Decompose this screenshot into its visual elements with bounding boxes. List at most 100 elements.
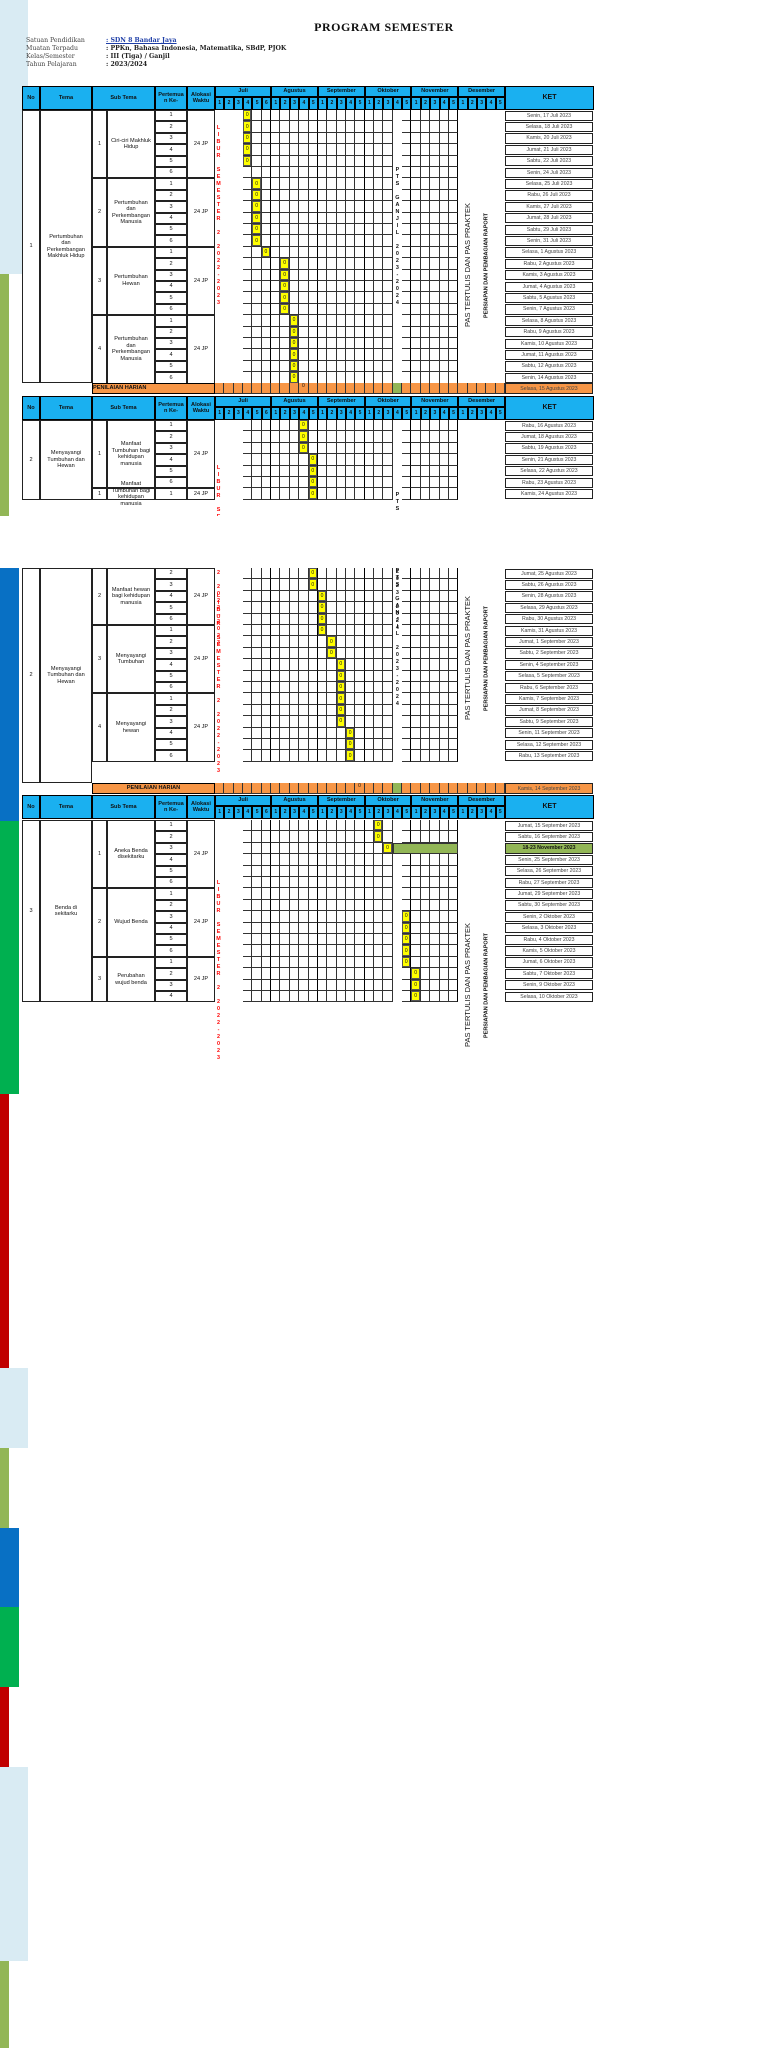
school-link[interactable]: : SDN 8 Bandar Jaya [106, 37, 177, 44]
week-cell [299, 968, 309, 980]
week-cell [271, 716, 281, 728]
week-cell [299, 704, 309, 717]
week-cell [448, 465, 459, 477]
week-cell [289, 727, 300, 739]
week-cell [261, 820, 272, 832]
week-cell [420, 991, 431, 1003]
week-cell [243, 888, 253, 900]
penilaian-week-cell [280, 783, 290, 795]
ket-date: Jumat, 15 September 2023 [505, 820, 593, 831]
week-cell [252, 979, 262, 991]
week-cell [271, 842, 281, 855]
week-cell [243, 303, 253, 316]
week-cell [280, 750, 290, 762]
week-cell: 0 [252, 178, 262, 190]
week-cell [317, 189, 328, 202]
month-header-agustus: Agustus [271, 86, 318, 97]
week-header: 1 [317, 97, 328, 110]
week-cell [345, 465, 356, 477]
ket-date: Senin, 11 September 2023 [505, 728, 593, 739]
week-header: 3 [289, 407, 300, 420]
week-cell [374, 431, 384, 443]
week-cell [355, 420, 365, 432]
penilaian-week-cell [233, 783, 244, 795]
month-header-november: November [411, 86, 459, 97]
week-cell [327, 682, 337, 694]
week-cell [402, 820, 412, 832]
week-header: 4 [243, 407, 253, 420]
week-cell [420, 178, 431, 190]
week-cell [345, 349, 356, 361]
week-cell [317, 246, 328, 259]
week-cell [374, 568, 384, 580]
schedule-mark: 0 [243, 144, 252, 155]
week-cell [243, 477, 253, 489]
week-cell [383, 579, 393, 591]
week-cell [289, 121, 300, 133]
week-cell [364, 693, 375, 705]
month-header-september: September [317, 86, 365, 97]
week-cell [374, 326, 384, 338]
week-cell [261, 899, 272, 912]
week-cell [374, 189, 384, 202]
week-cell [383, 865, 393, 877]
week-cell [448, 934, 459, 946]
week-cell [308, 201, 318, 213]
week-cell [336, 420, 346, 432]
pertemuan-cell: 2 [155, 189, 187, 202]
week-cell [374, 865, 384, 877]
week-header: 3 [430, 97, 440, 110]
week-cell [252, 682, 262, 694]
week-cell [420, 647, 431, 660]
penilaian-week-cell [476, 383, 487, 395]
week-cell [271, 269, 281, 281]
week-cell [327, 659, 337, 671]
week-cell [411, 246, 421, 259]
week-cell [271, 956, 281, 969]
subtema-name: Aneka Benda disekitarku [107, 820, 155, 889]
week-cell: 0 [252, 201, 262, 213]
week-cell [327, 212, 337, 224]
week-cell [299, 465, 309, 477]
week-cell [448, 854, 459, 866]
ket-date-penilaian: Selasa, 15 Agustus 2023 [505, 383, 593, 395]
week-cell [374, 258, 384, 270]
week-cell [420, 420, 431, 432]
week-cell [383, 854, 393, 866]
week-cell [345, 178, 356, 190]
week-cell: 0 [317, 613, 328, 625]
week-cell [383, 420, 393, 432]
week-cell [280, 212, 290, 224]
week-header: 1 [411, 407, 421, 420]
week-cell [439, 201, 449, 213]
pertemuan-cell: 4 [155, 854, 187, 866]
penilaian-week-cell [495, 783, 505, 795]
week-cell [299, 178, 309, 190]
week-cell [271, 945, 281, 957]
week-header: 3 [289, 97, 300, 110]
week-cell [280, 224, 290, 236]
week-cell [345, 888, 356, 900]
week-cell [439, 613, 449, 625]
week-cell [317, 934, 328, 946]
week-cell [336, 477, 346, 489]
week-cell [439, 704, 449, 717]
week-cell [448, 625, 459, 637]
pertemuan-cell: 1 [155, 888, 187, 900]
week-cell [336, 945, 346, 957]
schedule-mark: 0 [402, 956, 411, 968]
week-cell [280, 956, 290, 969]
week-cell [308, 877, 318, 889]
ket-date: Jumat, 29 September 2023 [505, 888, 593, 900]
week-cell [327, 670, 337, 682]
schedule-mark: 0 [317, 613, 327, 624]
schedule-mark: 0 [280, 303, 289, 315]
week-cell [299, 842, 309, 855]
week-cell [289, 454, 300, 466]
week-cell [327, 155, 337, 167]
week-cell [420, 315, 431, 327]
week-cell [271, 693, 281, 705]
week-cell [299, 922, 309, 934]
week-cell [374, 579, 384, 591]
alokasi-waktu: 24 JP [187, 246, 215, 316]
